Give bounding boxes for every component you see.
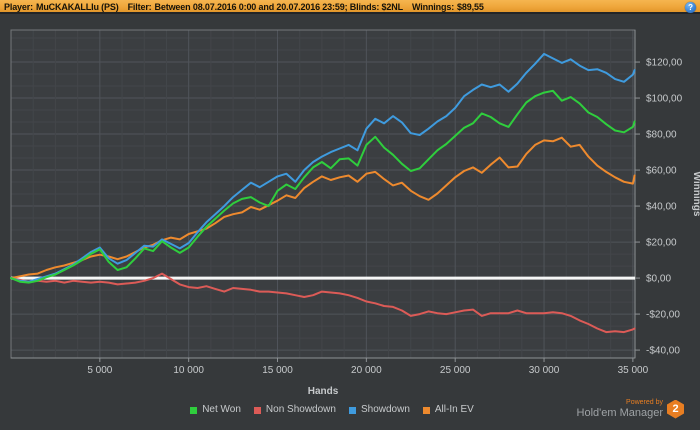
powered-by-text: Powered by bbox=[626, 399, 663, 406]
powered-by-branding: Powered by Hold'em Manager 2 bbox=[577, 399, 684, 419]
legend-item-all-in-ev[interactable]: All-In EV bbox=[422, 404, 474, 416]
y-tick-label: $120,00 bbox=[646, 58, 683, 69]
app-name-text: Hold'em Manager bbox=[576, 407, 663, 419]
y-tick-label: $40,00 bbox=[646, 202, 677, 213]
hm2-badge-icon: 2 bbox=[667, 399, 684, 419]
y-tick-label: -$40,00 bbox=[646, 346, 680, 357]
filter-label: Filter: bbox=[127, 2, 152, 12]
legend-label: All-In EV bbox=[434, 404, 474, 415]
legend-label: Net Won bbox=[202, 404, 241, 415]
y-axis-title: Winnings bbox=[691, 172, 700, 217]
x-tick-label: 15 000 bbox=[262, 365, 293, 376]
player-value: MuCKAKALLIu (PS) bbox=[35, 2, 119, 12]
x-tick-label: 35 000 bbox=[618, 365, 649, 376]
series-line-showdown bbox=[10, 52, 636, 283]
x-axis-title: Hands bbox=[308, 386, 339, 397]
y-tick-label: $100,00 bbox=[646, 94, 683, 105]
winnings-label: Winnings: bbox=[411, 2, 455, 12]
x-tick-label: 5 000 bbox=[87, 365, 112, 376]
y-tick-label: $80,00 bbox=[646, 130, 677, 141]
x-tick-label: 20 000 bbox=[351, 365, 382, 376]
header-bar: Player: MuCKAKALLIu (PS) Filter: Between 08… bbox=[0, 0, 700, 14]
series-line-all-in-ev bbox=[10, 136, 636, 280]
x-tick-label: 25 000 bbox=[440, 365, 471, 376]
player-label: Player: bbox=[4, 2, 33, 12]
legend-item-showdown[interactable]: Showdown bbox=[348, 404, 410, 416]
legend-label: Showdown bbox=[360, 404, 410, 415]
y-tick-label: $60,00 bbox=[646, 166, 677, 177]
filter-value: Between 08.07.2016 0:00 and 20.07.2016 2… bbox=[154, 2, 404, 12]
legend-swatch-icon bbox=[190, 406, 198, 414]
y-tick-label: $20,00 bbox=[646, 238, 677, 249]
help-info-icon[interactable]: ? bbox=[685, 2, 696, 13]
series-line-net-won bbox=[10, 89, 636, 284]
series-line-non-showdown bbox=[10, 272, 636, 334]
legend-item-net-won[interactable]: Net Won bbox=[190, 404, 241, 416]
legend-swatch-icon bbox=[253, 406, 261, 414]
winnings-value: $89,55 bbox=[457, 2, 484, 12]
legend-swatch-icon bbox=[348, 406, 356, 414]
legend-swatch-icon bbox=[422, 406, 430, 414]
y-tick-label: $0,00 bbox=[646, 274, 671, 285]
legend-item-non-showdown[interactable]: Non Showdown bbox=[253, 404, 336, 416]
x-tick-label: 10 000 bbox=[173, 365, 204, 376]
x-tick-label: 30 000 bbox=[529, 365, 560, 376]
y-tick-label: -$20,00 bbox=[646, 310, 680, 321]
legend-label: Non Showdown bbox=[265, 404, 336, 415]
chart-legend: Net Won Non Showdown Showdown All-In EV bbox=[0, 404, 682, 416]
